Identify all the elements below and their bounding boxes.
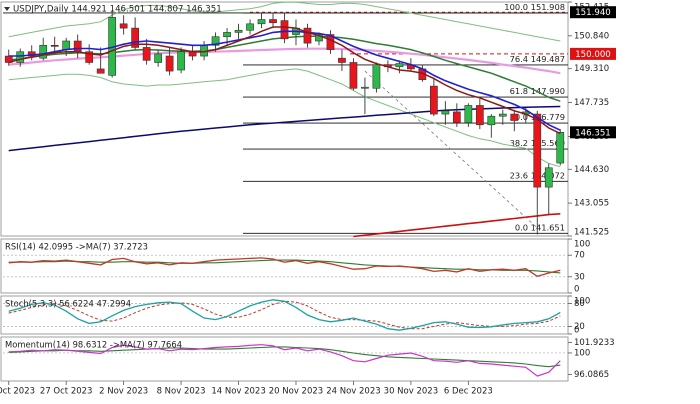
candle-bullish xyxy=(315,34,323,42)
stoch-axis-tick-label: 0 xyxy=(574,326,579,336)
x-axis-tick-label: 23 Oct 2023 xyxy=(0,387,35,397)
ma-blue-line xyxy=(8,30,561,131)
x-axis-tick-label: 24 Nov 2023 xyxy=(326,387,380,397)
x-axis-tick-label: 14 Nov 2023 xyxy=(211,387,265,397)
candle-bullish xyxy=(544,167,553,188)
stoch-pane-border xyxy=(0,295,569,335)
stoch-axis-tick-label: 20 xyxy=(574,322,585,332)
rsi-axis-tick-label: 30 xyxy=(574,272,585,282)
fib-level-label: 0.0 141.651 xyxy=(515,222,565,232)
current-price-box-bg xyxy=(570,126,616,139)
candle-bullish xyxy=(498,113,507,117)
price-axis-tick-label: 150.840 xyxy=(574,31,609,41)
top-level-price-box-bg xyxy=(570,6,616,19)
candle-bullish xyxy=(441,110,450,115)
candle-bearish xyxy=(510,113,519,121)
momentum-header-text: Momentum(14) 98.6312 ->MA(7) 97.7664 xyxy=(5,340,182,350)
candle-bearish xyxy=(349,62,358,89)
candle-bearish xyxy=(475,105,484,126)
momentum-axis-tick-label: 101.9233 xyxy=(574,338,615,348)
x-axis-tick-label: 6 Dec 2023 xyxy=(444,387,493,397)
candle-bullish xyxy=(556,132,565,164)
x-axis-tick-label: 20 Nov 2023 xyxy=(269,387,323,397)
main-header-text: USDJPY,Daily 144.921 146.501 144.807 146… xyxy=(13,5,222,15)
candle-bearish xyxy=(165,55,174,72)
candle-bearish xyxy=(50,44,59,47)
candle-bullish xyxy=(211,36,220,46)
rsi-header-text: RSI(14) 42.0995 ->MA(7) 37.2723 xyxy=(5,242,148,252)
x-axis-tick-label: 27 Oct 2023 xyxy=(40,387,93,397)
candle-bullish xyxy=(464,105,473,123)
candle-bullish xyxy=(62,40,71,50)
ma-red-line xyxy=(8,26,561,135)
candle-bearish xyxy=(142,47,151,61)
candle-bullish xyxy=(361,86,369,89)
candle-bullish xyxy=(246,23,254,31)
x-axis-tick-label: 2 Nov 2023 xyxy=(99,387,148,397)
rsi-pane-border xyxy=(0,238,569,294)
current-price-box-label: 146.351 xyxy=(575,128,611,138)
bollinger-lower-line xyxy=(8,68,561,168)
price-axis-tick-label: 147.735 xyxy=(574,98,609,108)
candle-bullish xyxy=(487,115,496,126)
rsi-line xyxy=(8,257,561,278)
red-level-price-box-label: 150.000 xyxy=(575,50,611,60)
candle-bullish xyxy=(223,32,231,38)
momentum-axis-tick-label: 96.0865 xyxy=(574,370,609,380)
fib-level-label: 100.0 151.908 xyxy=(504,2,565,12)
bollinger-upper-line xyxy=(8,1,561,42)
x-axis-tick-label: 8 Nov 2023 xyxy=(157,387,206,397)
stoch-axis-tick-label: 80 xyxy=(574,299,585,309)
candle-bullish xyxy=(39,44,48,59)
stoch-signal-line xyxy=(8,300,561,330)
candle-bearish xyxy=(280,20,289,40)
price-axis-tick-label: 149.310 xyxy=(574,64,609,74)
price-axis-tick-label: 144.630 xyxy=(574,165,609,175)
rsi-axis-tick-label: 70 xyxy=(574,251,585,261)
candle-bullish xyxy=(16,51,25,63)
fib-level-label: 76.4 149.487 xyxy=(510,54,565,64)
candle-bullish xyxy=(177,51,185,71)
top-level-price-box-label: 151.940 xyxy=(575,8,611,18)
header-arrow-icon xyxy=(4,7,10,11)
x-axis-tick-label: 30 Nov 2023 xyxy=(384,387,438,397)
stoch-axis-tick-label: 100 xyxy=(574,297,590,307)
candle-bearish xyxy=(533,113,542,188)
rsi-axis-tick-label: 100 xyxy=(574,240,590,250)
stoch-header-text: Stoch(5,3,3) 56.6224 47.2994 xyxy=(5,299,131,309)
candle-bearish xyxy=(131,27,139,48)
trend-line-dashed xyxy=(364,70,538,229)
momentum-axis-tick-label: 100 xyxy=(574,348,590,358)
main-header-group: USDJPY,Daily 144.921 146.501 144.807 146… xyxy=(4,5,222,15)
candle-bullish xyxy=(395,63,404,68)
candle-bearish xyxy=(338,57,346,63)
candle-bullish xyxy=(234,29,243,33)
candle-bearish xyxy=(119,23,128,29)
rsi-axis-tick-label: 0 xyxy=(574,285,579,295)
candle-bearish xyxy=(430,85,438,115)
candle-bearish xyxy=(303,27,312,44)
red-level-price-box-bg xyxy=(570,47,616,60)
mom-pane-border xyxy=(0,336,569,382)
candle-bearish xyxy=(85,51,94,63)
candle-bearish xyxy=(269,19,277,24)
candle-bearish xyxy=(73,40,82,53)
candle-bullish xyxy=(372,64,381,89)
candle-bullish xyxy=(154,53,162,63)
price-axis-tick-label: 143.055 xyxy=(574,199,609,209)
momentum-line xyxy=(8,344,561,377)
candle-bearish xyxy=(96,68,105,74)
candle-bearish xyxy=(452,111,461,123)
price-axis-tick-label: 141.525 xyxy=(574,228,609,238)
candle-bullish xyxy=(257,19,266,25)
stoch-main-line xyxy=(8,299,561,331)
